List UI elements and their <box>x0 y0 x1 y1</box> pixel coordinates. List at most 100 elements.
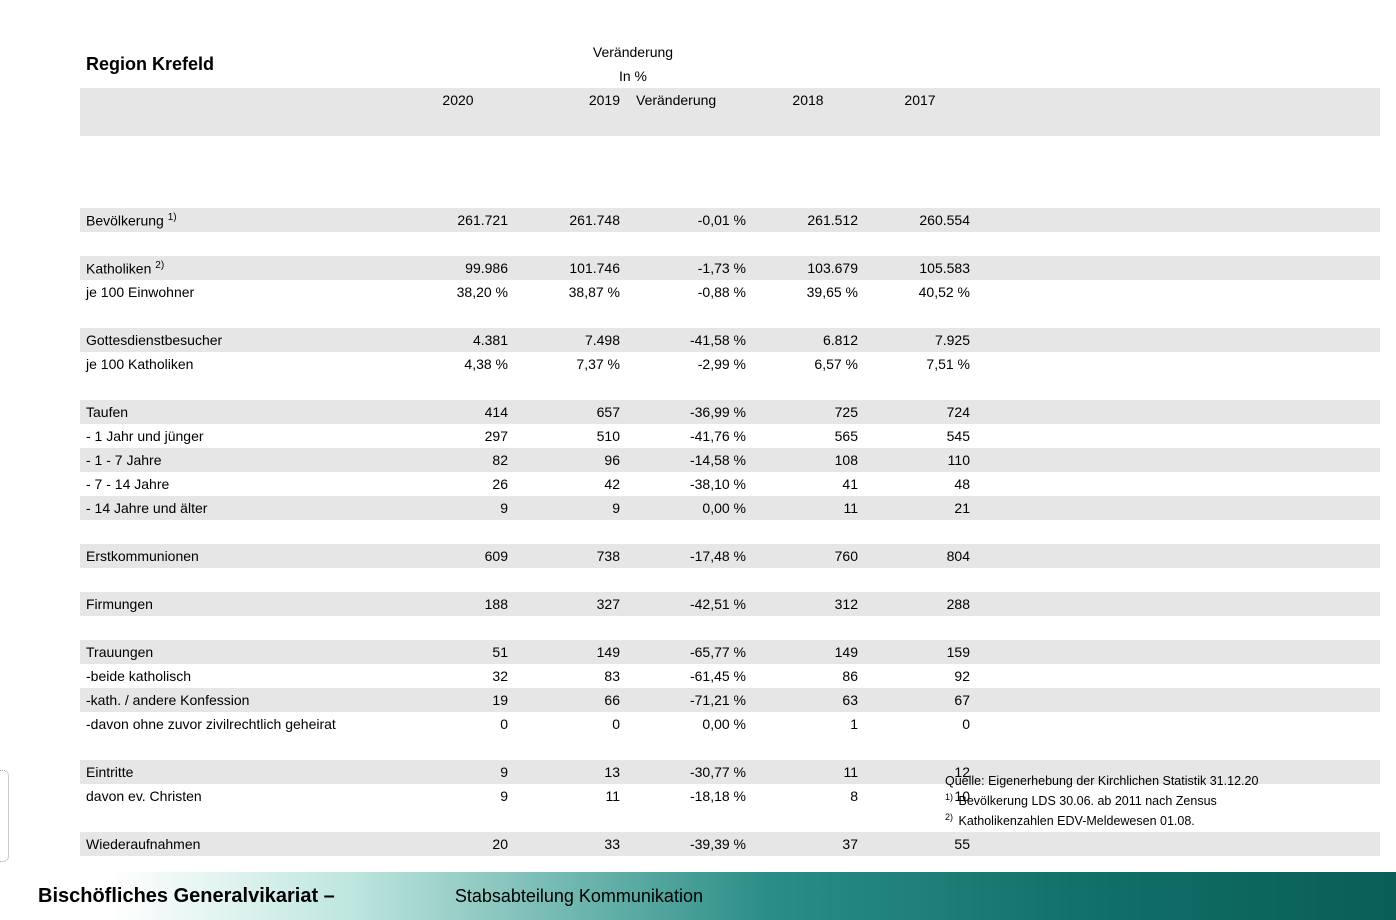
footnote-1-sup: 1) <box>945 792 953 802</box>
cell-change: -41,58 % <box>626 328 752 352</box>
cell-2019: 7.498 <box>514 328 626 352</box>
cell-2020: 9 <box>402 496 514 520</box>
cell-change: -65,77 % <box>626 640 752 664</box>
cell-2018: 37 <box>752 832 864 856</box>
row-label: -davon ohne zuvor zivilrechtlich geheira… <box>80 712 402 736</box>
cell-2020: 99.986 <box>402 256 514 280</box>
cell-change: -36,99 % <box>626 400 752 424</box>
cell-2019: 101.746 <box>514 256 626 280</box>
cell-2018: 6.812 <box>752 328 864 352</box>
cell-2018: 725 <box>752 400 864 424</box>
cell-2019: 657 <box>514 400 626 424</box>
footer-left: Bischöfliches Generalvikariat – <box>38 885 335 908</box>
cell-2017: 105.583 <box>864 256 976 280</box>
cell-2018: 103.679 <box>752 256 864 280</box>
cell-2019: 510 <box>514 424 626 448</box>
row-label: - 7 - 14 Jahre <box>80 472 402 496</box>
cell-2019: 83 <box>514 664 626 688</box>
row-label: - 1 - 7 Jahre <box>80 448 402 472</box>
cell-2019: 7,37 % <box>514 352 626 376</box>
cell-2020: 38,20 % <box>402 280 514 304</box>
footnote-1: Bevölkerung LDS 30.06. ab 2011 nach Zens… <box>959 794 1217 808</box>
cell-change: -39,39 % <box>626 832 752 856</box>
cell-2018: 108 <box>752 448 864 472</box>
cell-2020: 261.721 <box>402 208 514 232</box>
cell-2019: 738 <box>514 544 626 568</box>
cell-change: -30,77 % <box>626 760 752 784</box>
cell-2017: 724 <box>864 400 976 424</box>
col-header-2020: 2020 <box>402 88 514 112</box>
cell-2017: 48 <box>864 472 976 496</box>
cell-2020: 9 <box>402 784 514 808</box>
cell-2018: 261.512 <box>752 208 864 232</box>
col-header-2019: 2019 <box>514 88 626 112</box>
row-label: Trauungen <box>80 640 402 664</box>
cell-2020: 51 <box>402 640 514 664</box>
cell-change: -38,10 % <box>626 472 752 496</box>
cell-2019: 11 <box>514 784 626 808</box>
cell-2019: 327 <box>514 592 626 616</box>
cell-change: -0,01 % <box>626 208 752 232</box>
cell-change: -41,76 % <box>626 424 752 448</box>
cell-2017: 159 <box>864 640 976 664</box>
col-header-2017: 2017 <box>864 88 976 112</box>
row-label: -beide katholisch <box>80 664 402 688</box>
cell-change: -17,48 % <box>626 544 752 568</box>
cell-2019: 13 <box>514 760 626 784</box>
footnote-2: Katholikenzahlen EDV-Meldewesen 01.08. <box>959 814 1195 828</box>
cell-2017: 7,51 % <box>864 352 976 376</box>
cell-2020: 4.381 <box>402 328 514 352</box>
row-label: - 14 Jahre und älter <box>80 496 402 520</box>
cell-2018: 86 <box>752 664 864 688</box>
cell-2020: 414 <box>402 400 514 424</box>
cell-2017: 260.554 <box>864 208 976 232</box>
row-label: Erstkommunionen <box>80 544 402 568</box>
header-change-line2: In % <box>514 64 752 88</box>
cell-2017: 67 <box>864 688 976 712</box>
row-label: Taufen <box>80 400 402 424</box>
cell-2017: 0 <box>864 712 976 736</box>
cell-2017: 7.925 <box>864 328 976 352</box>
cell-2019: 42 <box>514 472 626 496</box>
cell-2019: 261.748 <box>514 208 626 232</box>
cell-2018: 565 <box>752 424 864 448</box>
row-label: Firmungen <box>80 592 402 616</box>
cell-2018: 149 <box>752 640 864 664</box>
cell-2020: 0 <box>402 712 514 736</box>
cell-2019: 149 <box>514 640 626 664</box>
footnotes: Quelle: Eigenerhebung der Kirchlichen St… <box>945 772 1258 831</box>
header-change-line1: Veränderung <box>514 40 752 64</box>
cell-2020: 4,38 % <box>402 352 514 376</box>
cell-2019: 9 <box>514 496 626 520</box>
page-edge-decor <box>0 770 9 862</box>
col-header-change: Veränderung <box>626 88 752 112</box>
cell-2018: 63 <box>752 688 864 712</box>
cell-2020: 20 <box>402 832 514 856</box>
cell-change: -71,21 % <box>626 688 752 712</box>
cell-2017: 110 <box>864 448 976 472</box>
cell-2018: 41 <box>752 472 864 496</box>
cell-2017: 288 <box>864 592 976 616</box>
row-label: Wiederaufnahmen <box>80 832 402 856</box>
cell-2020: 26 <box>402 472 514 496</box>
cell-2018: 11 <box>752 496 864 520</box>
row-label: Katholiken 2) <box>80 256 402 280</box>
cell-change: -18,18 % <box>626 784 752 808</box>
cell-2017: 40,52 % <box>864 280 976 304</box>
cell-change: -0,88 % <box>626 280 752 304</box>
cell-2019: 66 <box>514 688 626 712</box>
cell-2020: 609 <box>402 544 514 568</box>
row-label: Bevölkerung 1) <box>80 208 402 232</box>
footer-right: Stabsabteilung Kommunikation <box>455 886 703 907</box>
cell-change: 0,00 % <box>626 496 752 520</box>
row-label: Eintritte <box>80 760 402 784</box>
cell-2017: 55 <box>864 832 976 856</box>
cell-2020: 32 <box>402 664 514 688</box>
col-header-2018: 2018 <box>752 88 864 112</box>
cell-2019: 96 <box>514 448 626 472</box>
row-label: -kath. / andere Konfession <box>80 688 402 712</box>
cell-2020: 9 <box>402 760 514 784</box>
cell-2018: 312 <box>752 592 864 616</box>
row-label: je 100 Einwohner <box>80 280 402 304</box>
cell-change: -1,73 % <box>626 256 752 280</box>
